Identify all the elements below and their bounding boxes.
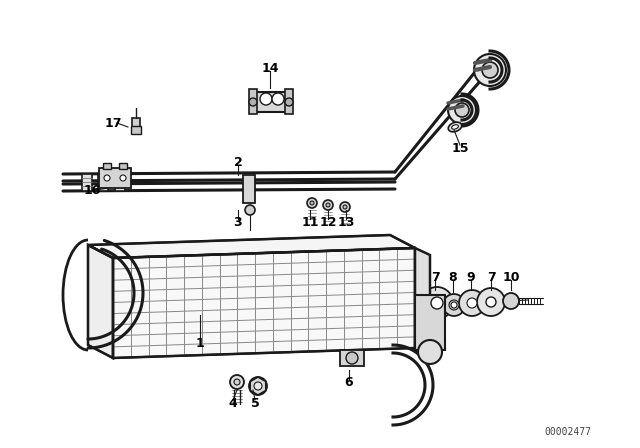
Text: 6: 6 <box>345 375 353 388</box>
Polygon shape <box>63 172 395 181</box>
Circle shape <box>323 200 333 210</box>
Text: 2: 2 <box>234 155 243 168</box>
Bar <box>415 295 445 350</box>
Text: 1: 1 <box>196 336 204 349</box>
Bar <box>103 163 111 169</box>
Circle shape <box>486 297 496 307</box>
Polygon shape <box>88 245 113 358</box>
Circle shape <box>346 352 358 364</box>
Text: 9: 9 <box>467 271 476 284</box>
Text: 3: 3 <box>234 215 243 228</box>
Text: 12: 12 <box>319 215 337 228</box>
Polygon shape <box>63 182 395 191</box>
Circle shape <box>459 290 485 316</box>
Circle shape <box>455 103 469 117</box>
Bar <box>115 174 125 191</box>
Bar <box>119 163 127 169</box>
Circle shape <box>421 287 453 319</box>
Text: 16: 16 <box>83 184 100 197</box>
Text: 4: 4 <box>228 396 237 409</box>
Ellipse shape <box>448 122 461 132</box>
Circle shape <box>307 198 317 208</box>
Circle shape <box>272 93 284 105</box>
Circle shape <box>249 98 257 106</box>
Text: 14: 14 <box>261 61 279 74</box>
Text: 10: 10 <box>502 271 520 284</box>
Circle shape <box>449 300 459 310</box>
Circle shape <box>503 293 519 309</box>
Bar <box>243 175 255 203</box>
Polygon shape <box>113 248 415 358</box>
Text: 7: 7 <box>486 271 495 284</box>
Circle shape <box>443 294 465 316</box>
Circle shape <box>310 201 314 205</box>
Circle shape <box>340 202 350 212</box>
Bar <box>340 350 364 366</box>
Bar <box>249 89 257 114</box>
Circle shape <box>477 288 505 316</box>
Bar <box>131 126 141 134</box>
Circle shape <box>245 205 255 215</box>
Polygon shape <box>415 248 430 348</box>
Circle shape <box>431 297 443 309</box>
Circle shape <box>418 340 442 364</box>
Text: 5: 5 <box>251 396 259 409</box>
Bar <box>285 89 293 114</box>
Circle shape <box>467 298 477 308</box>
Text: 15: 15 <box>451 142 468 155</box>
Circle shape <box>230 375 244 389</box>
Circle shape <box>343 205 347 209</box>
Bar <box>82 174 92 191</box>
Circle shape <box>326 203 330 207</box>
Circle shape <box>448 96 476 124</box>
Circle shape <box>104 175 110 181</box>
Text: 8: 8 <box>449 271 458 284</box>
Circle shape <box>234 379 240 385</box>
Text: 7: 7 <box>431 271 440 284</box>
Polygon shape <box>250 377 266 395</box>
Polygon shape <box>395 72 482 179</box>
Circle shape <box>260 93 272 105</box>
Text: 00002477: 00002477 <box>545 427 591 437</box>
Circle shape <box>249 377 267 395</box>
Circle shape <box>451 302 457 308</box>
Text: 13: 13 <box>337 215 355 228</box>
Polygon shape <box>253 92 289 112</box>
Ellipse shape <box>452 125 458 129</box>
Polygon shape <box>88 235 415 258</box>
Bar <box>98 174 108 191</box>
Text: 17: 17 <box>104 116 122 129</box>
Text: 11: 11 <box>301 215 319 228</box>
Bar <box>99 168 131 188</box>
Circle shape <box>482 62 498 78</box>
Bar <box>132 118 140 128</box>
Circle shape <box>285 98 293 106</box>
Circle shape <box>474 54 506 86</box>
Circle shape <box>254 382 262 390</box>
Circle shape <box>120 175 126 181</box>
